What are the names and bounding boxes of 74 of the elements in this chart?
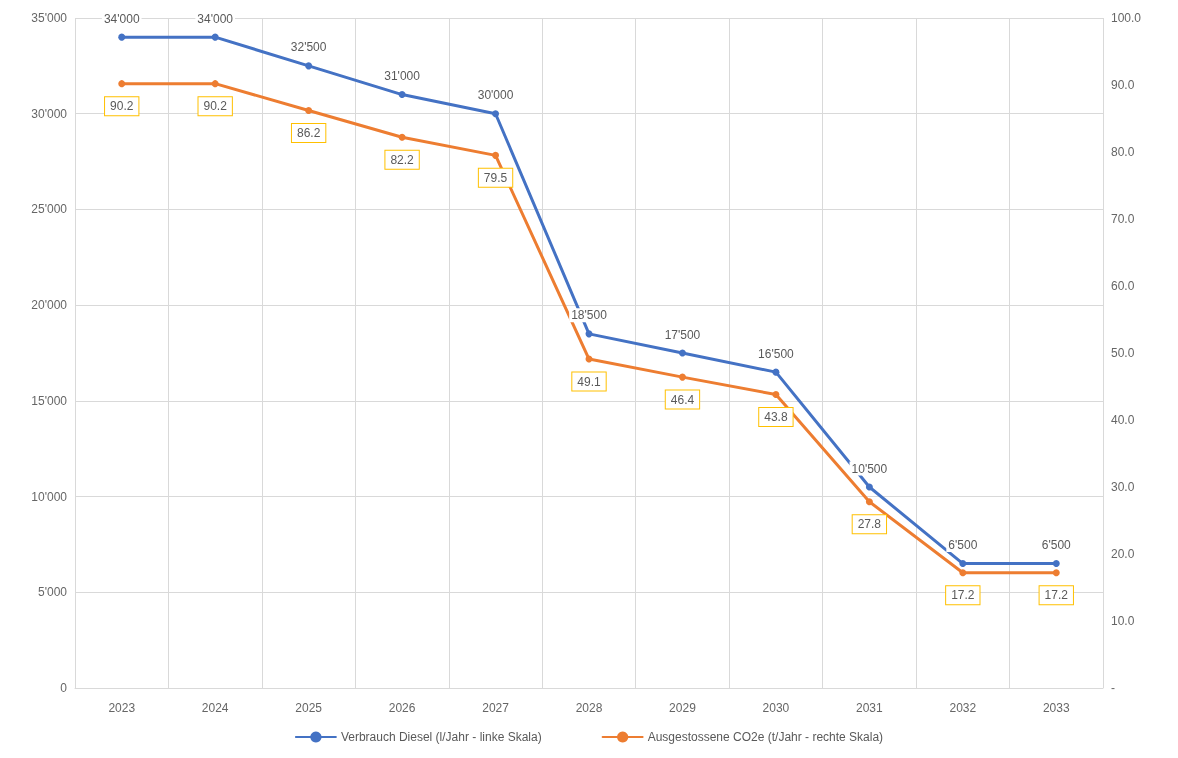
point [772, 368, 780, 376]
data-label: 18'500 [571, 308, 608, 323]
data-label: 79.5 [483, 170, 508, 185]
data-label: 31'000 [384, 69, 421, 84]
data-label: 82.2 [390, 152, 415, 167]
point [865, 483, 873, 491]
point [398, 133, 406, 141]
point [211, 80, 219, 88]
data-label: 86.2 [296, 125, 321, 140]
point [398, 91, 406, 99]
point [772, 391, 780, 399]
data-label: 17'500 [664, 327, 701, 342]
point [492, 151, 500, 159]
point [865, 498, 873, 506]
y-tick-label: 35'000 [31, 11, 68, 25]
point [211, 33, 219, 41]
point [492, 110, 500, 118]
x-tick-label: 2029 [669, 701, 697, 715]
y2-tick-label: 20.0 [1111, 547, 1135, 561]
y2-tick-label: 60.0 [1111, 279, 1135, 293]
data-label: 34'000 [197, 11, 234, 26]
data-label: 27.8 [857, 517, 882, 532]
y-tick-label: 10'000 [31, 489, 68, 504]
point [305, 106, 313, 114]
y2-tick-label: - [1111, 681, 1115, 695]
y2-tick-label: 30.0 [1111, 480, 1135, 494]
x-tick-label: 2023 [108, 701, 136, 715]
point [1052, 569, 1060, 577]
point [678, 373, 686, 381]
x-tick-label: 2027 [482, 701, 510, 715]
y2-tick-label: 80.0 [1111, 145, 1135, 159]
point [959, 569, 967, 577]
data-label: 90.2 [110, 99, 134, 114]
x-tick-label: 2032 [949, 701, 977, 715]
y-tick-label: 30'000 [31, 106, 68, 121]
x-tick-label: 2033 [1042, 701, 1070, 715]
point [959, 560, 967, 568]
point [118, 80, 126, 88]
data-label: 32'500 [290, 40, 327, 55]
x-tick-label: 2028 [575, 701, 603, 715]
y-tick-label: 5'000 [38, 585, 68, 600]
data-label: 17.2 [951, 588, 975, 603]
x-tick-label: 2025 [295, 701, 323, 715]
x-tick-label: 2026 [388, 701, 416, 715]
data-label: 6'500 [1041, 538, 1072, 553]
y2-tick-label: 90.0 [1111, 78, 1135, 92]
data-label: 34'000 [103, 11, 140, 26]
x-tick-label: 2024 [201, 701, 229, 715]
data-label: 17.2 [1044, 588, 1069, 603]
y-tick-label: 15'000 [31, 393, 68, 408]
y2-tick-label: 50.0 [1111, 346, 1135, 360]
data-label: 16'500 [758, 346, 795, 361]
y-tick-label: 25'000 [31, 202, 68, 217]
point [678, 349, 686, 357]
data-label: 30'000 [477, 88, 514, 103]
x-tick-label: 2031 [856, 701, 884, 715]
data-label: 10'500 [851, 461, 888, 476]
data-label: 90.2 [203, 99, 228, 114]
point [118, 33, 126, 41]
y-tick-label: 20'000 [31, 298, 68, 313]
data-label: 46.4 [670, 392, 695, 407]
y2-tick-label: 10.0 [1111, 614, 1135, 628]
y-tick-label: 0 [60, 681, 68, 695]
point [305, 62, 313, 70]
y2-tick-label: 100.0 [1111, 11, 1142, 25]
data-label: 6'500 [948, 538, 978, 553]
x-tick-label: 2030 [762, 701, 790, 715]
y2-tick-label: 40.0 [1111, 413, 1135, 427]
legend-label: Verbrauch Diesel (l/Jahr - linke Skala) [340, 730, 542, 744]
point [1052, 560, 1060, 568]
data-label: 43.8 [764, 410, 788, 425]
data-label: 49.1 [577, 374, 601, 389]
y2-tick-label: 70.0 [1111, 212, 1135, 226]
legend-label: Ausgestossene CO2e (t/Jahr - rechte Skala) [647, 730, 884, 744]
